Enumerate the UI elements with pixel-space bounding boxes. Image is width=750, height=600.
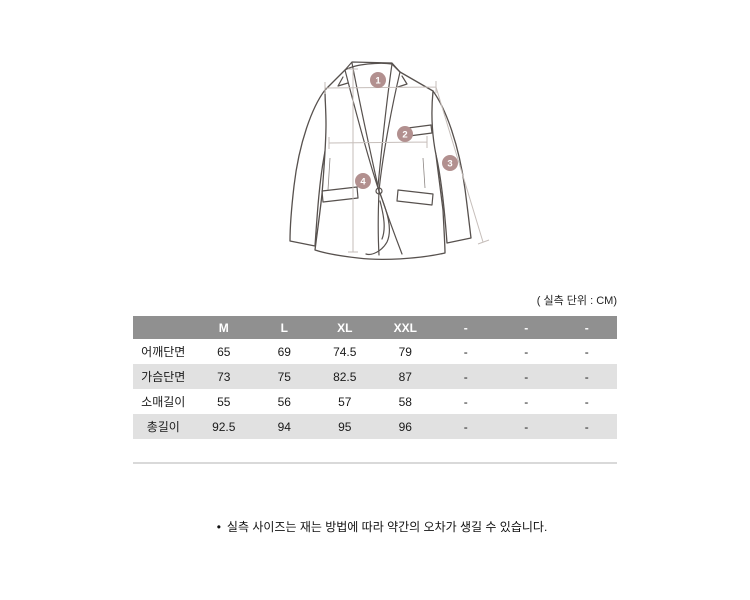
jacket-right-pocket <box>396 189 434 206</box>
column-header: - <box>556 316 617 339</box>
column-header: M <box>193 316 254 339</box>
size-value-cell: - <box>463 394 468 409</box>
jacket-right-front-edge <box>379 192 403 255</box>
table-row: 어깨단면 65 69 74.5 79 - - - <box>133 339 617 364</box>
size-value-cell: 87 <box>398 369 412 384</box>
jacket-right-dart <box>422 157 426 189</box>
jacket-front-edge <box>377 190 380 256</box>
footnote-bullet: • <box>216 520 221 534</box>
marker-1-shoulder: 1 <box>370 72 386 88</box>
size-value-cell: 79 <box>398 344 412 359</box>
chest-measure-line <box>328 136 428 149</box>
size-value-cell: 92.5 <box>212 419 236 434</box>
size-value-cell: 57 <box>338 394 352 409</box>
corner-cell <box>133 316 194 339</box>
svg-text:4: 4 <box>360 177 366 188</box>
size-value-cell: 56 <box>277 394 291 409</box>
size-table-body: 어깨단면 65 69 74.5 79 - - - 가슴단면 73 75 82.5 87 - - - 소매길이 55… <box>133 339 617 439</box>
jacket-measurement-diagram: 1 2 3 4 <box>289 61 490 261</box>
column-header: XXL <box>375 316 436 339</box>
size-value-cell: 58 <box>398 394 412 409</box>
size-value-cell: - <box>584 394 589 409</box>
size-value-cell: 74.5 <box>333 344 357 359</box>
size-value-cell: - <box>584 344 589 359</box>
column-header: - <box>496 316 557 339</box>
size-value-cell: - <box>463 344 468 359</box>
unit-label: ( 실측 단위 : CM) <box>536 295 617 307</box>
size-value-cell: 82.5 <box>333 369 357 384</box>
jacket-left-dart <box>327 157 331 191</box>
size-value-cell: - <box>463 369 468 384</box>
size-value-cell: - <box>584 369 589 384</box>
size-value-cell: - <box>463 419 468 434</box>
marker-3-sleeve: 3 <box>442 155 458 171</box>
jacket-left-pocket <box>321 186 359 203</box>
size-value-cell: - <box>524 419 529 434</box>
size-value-cell: - <box>524 394 529 409</box>
jacket-button <box>375 187 383 195</box>
size-table: M L XL XXL - - - 어깨단면 65 69 74.5 79- - - 가슴단면 73 75 82.5… <box>133 316 617 439</box>
size-value-cell: 75 <box>277 369 291 384</box>
footnote-text: 실측 사이즈는 재는 방법에 따라 약간의 오차가 생길 수 있습니다. <box>226 520 548 534</box>
table-row: 소매길이 55 56 57 58 - - - <box>133 389 617 414</box>
size-value-cell: - <box>584 419 589 434</box>
sleeve-measure-line <box>435 86 490 245</box>
jacket-collar <box>344 61 401 73</box>
divider-line <box>133 462 617 464</box>
size-table-header-row: M L XL XXL - - - <box>133 316 617 339</box>
size-value-cell: 69 <box>277 344 291 359</box>
jacket-left-lapel-roll <box>351 62 380 192</box>
row-label: 총길이 <box>146 420 180 434</box>
jacket-right-lapel-roll <box>377 63 393 187</box>
size-value-cell: 73 <box>217 369 231 384</box>
table-row: 총길이 92.5 94 95 96 - - - <box>133 414 617 439</box>
marker-4-length: 4 <box>355 173 371 189</box>
size-value-cell: - <box>524 369 529 384</box>
jacket-left-lapel <box>344 69 380 192</box>
svg-text:3: 3 <box>447 159 452 170</box>
column-header: - <box>435 316 496 339</box>
table-row: 가슴단면 73 75 82.5 87 - - - <box>133 364 617 389</box>
jacket-right-lapel <box>378 71 401 192</box>
length-measure-line <box>348 68 358 253</box>
size-value-cell: 65 <box>217 344 231 359</box>
size-value-cell: 94 <box>277 419 291 434</box>
column-header: XL <box>314 316 375 339</box>
marker-2-chest: 2 <box>397 126 413 142</box>
size-value-cell: 55 <box>217 394 231 409</box>
row-label: 어깨단면 <box>141 345 186 359</box>
svg-text:1: 1 <box>375 76 381 87</box>
jacket-front-lining <box>379 200 385 240</box>
jacket-left-notch <box>337 76 349 87</box>
footnote: • 실측 사이즈는 재는 방법에 따라 약간의 오차가 생길 수 있습니다. <box>14 518 750 535</box>
jacket-right-notch <box>397 75 408 88</box>
size-value-cell: - <box>524 344 529 359</box>
row-label: 소매길이 <box>141 395 186 409</box>
size-value-cell: 95 <box>338 419 352 434</box>
svg-text:2: 2 <box>402 130 407 141</box>
size-value-cell: 96 <box>398 419 412 434</box>
row-label: 가슴단면 <box>141 370 186 384</box>
column-header: L <box>254 316 315 339</box>
